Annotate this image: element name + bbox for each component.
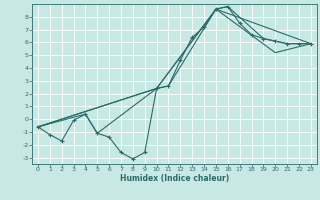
X-axis label: Humidex (Indice chaleur): Humidex (Indice chaleur) [120,174,229,183]
